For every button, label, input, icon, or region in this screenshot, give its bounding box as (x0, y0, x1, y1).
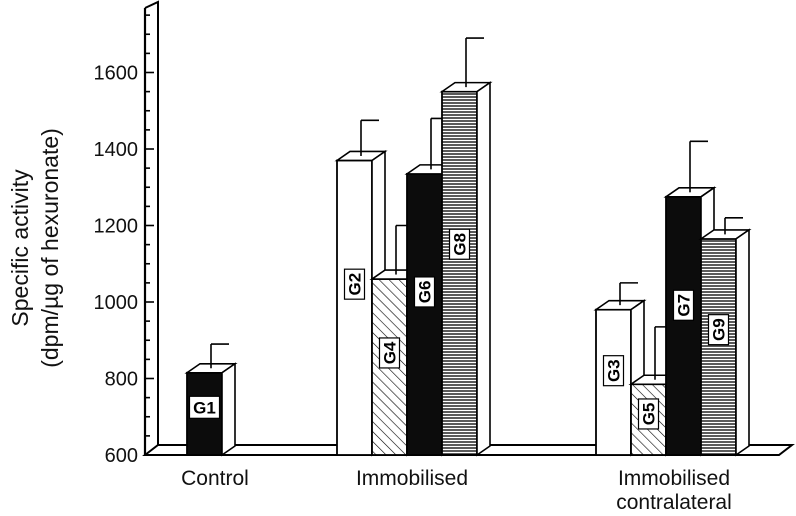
bar-label-box (343, 268, 366, 300)
bar-g8: G8 (439, 37, 493, 457)
bar-side (476, 81, 491, 457)
bar-label-box (188, 395, 221, 419)
bar-label: G8 (451, 233, 470, 256)
bar-g3: G3 (593, 282, 647, 457)
category-label: Control (181, 467, 249, 490)
y-tick-label: 800 (105, 369, 138, 391)
category-label: contralateral (616, 491, 732, 514)
bar-label: G9 (710, 318, 729, 341)
bar-front (595, 308, 632, 456)
y-tick-label: 1400 (94, 139, 139, 161)
bar-front (371, 278, 408, 456)
bar-g1: G1 (184, 343, 238, 457)
bar-front (665, 195, 702, 456)
bar-side (735, 228, 750, 457)
y-tick-label: 1600 (94, 63, 139, 85)
y-tick-label: 600 (105, 445, 138, 467)
bar-label-box (448, 228, 471, 260)
category-label: Immobilised (356, 467, 468, 490)
bar-label: G5 (640, 403, 659, 426)
bar-label: G4 (381, 341, 400, 364)
y-tick-label: 1200 (94, 216, 139, 238)
bar-label-box (672, 289, 695, 321)
bar-label: G6 (416, 281, 435, 304)
bar-label-box (602, 355, 625, 387)
bar-label: G2 (346, 273, 365, 296)
bar-label-box (637, 398, 660, 430)
y-axis-title-line2: (dpm/µg of hexuronate) (37, 128, 63, 368)
bar-label-box (413, 276, 436, 308)
back-wall (144, 0, 159, 447)
bars: G1 G2 G4 G6 G8 G3 G5 G7 G9 (184, 37, 752, 457)
bar-front (406, 172, 443, 456)
category-labels: Control Immobilised Immobilisedcontralater… (181, 467, 732, 514)
bar-label: G3 (605, 359, 624, 382)
bar-front (336, 159, 373, 456)
category-label: Immobilised (618, 467, 730, 490)
bar-front (700, 237, 737, 456)
bar-label-box (378, 337, 401, 369)
bar-label: G1 (193, 398, 216, 417)
bar-label: G7 (675, 294, 694, 317)
y-tick-label: 1000 (94, 292, 139, 314)
y-axis-title-line1: Specific activity (7, 169, 33, 327)
bar-g9: G9 (698, 217, 752, 457)
bar-front (441, 90, 478, 456)
y-axis-ticks: 600 800 1000 1200 1400 1600 (94, 14, 154, 467)
bar-side (221, 362, 236, 457)
bar-label-box (707, 314, 730, 346)
y-axis-title: Specific activity (dpm/µg of hexuronate) (7, 128, 63, 368)
